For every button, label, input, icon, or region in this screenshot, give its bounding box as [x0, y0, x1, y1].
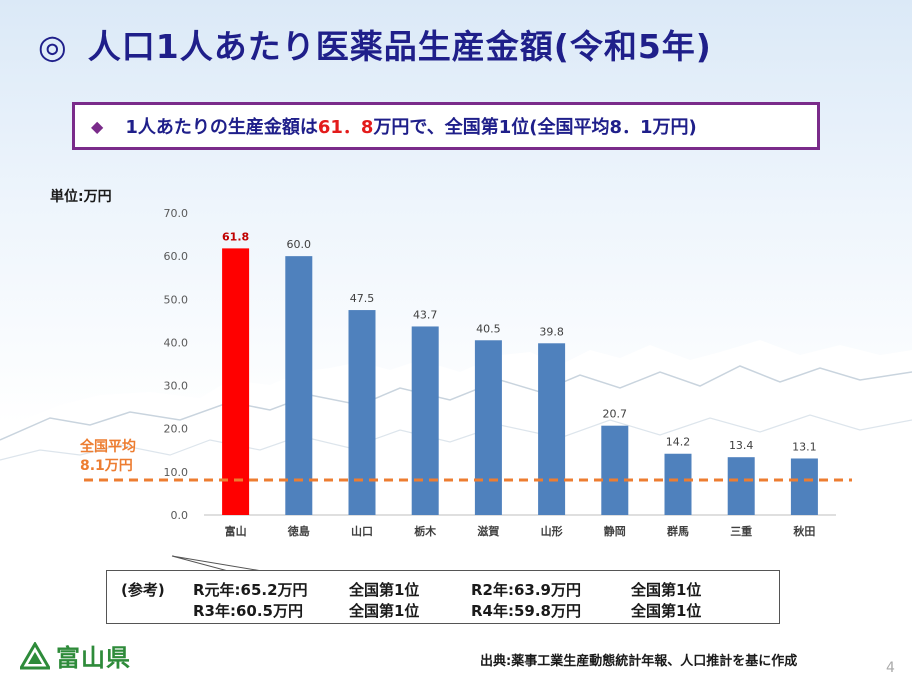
bar	[538, 343, 566, 515]
highlight-text-after: 万円で、全国第1位(全国平均8．1万円)	[373, 117, 697, 138]
highlight-text-before: 1人あたりの生産金額は	[125, 117, 318, 138]
bar	[222, 248, 250, 515]
bar-value-label: 47.5	[350, 292, 375, 305]
reference-r4: R4年:59.8万円	[471, 602, 581, 620]
logo-text: 富山県	[56, 644, 131, 672]
y-tick-label: 10.0	[164, 466, 189, 479]
y-tick-label: 0.0	[171, 509, 189, 522]
average-label-line2: 8.1万円	[80, 458, 133, 474]
prefecture-logo: 富山県	[20, 638, 131, 673]
x-tick-label: 山口	[351, 524, 373, 538]
y-tick-label: 60.0	[164, 250, 189, 263]
reference-r1: R元年:65.2万円	[193, 581, 308, 599]
y-tick-label: 70.0	[164, 207, 189, 220]
bar	[474, 340, 502, 515]
reference-r1-rank: 全国第1位	[349, 581, 420, 599]
x-tick-label: 静岡	[604, 524, 626, 538]
mountain-logo-icon	[20, 641, 50, 669]
y-tick-label: 30.0	[164, 380, 189, 393]
bar-value-label: 13.1	[792, 440, 817, 453]
bar-value-label: 40.5	[476, 322, 501, 335]
bar	[790, 458, 818, 515]
title-text: 人口1人あたり医薬品生産金額(令和5年)	[87, 27, 712, 66]
reference-r2-rank: 全国第1位	[631, 581, 702, 599]
bar-value-label: 14.2	[666, 436, 691, 449]
reference-r4-rank: 全国第1位	[631, 602, 702, 620]
bar-value-label: 60.0	[287, 238, 312, 251]
y-tick-label: 50.0	[164, 293, 189, 306]
x-tick-label: 山形	[541, 524, 563, 538]
bar-value-label: 20.7	[603, 408, 628, 421]
x-tick-label: 三重	[730, 524, 752, 538]
reference-r2: R2年:63.9万円	[471, 581, 581, 599]
x-tick-label: 栃木	[414, 524, 437, 538]
bar	[285, 256, 313, 515]
reference-label: (参考)	[121, 581, 165, 599]
bar-value-label: 43.7	[413, 308, 438, 321]
bar	[664, 453, 692, 515]
bar	[411, 326, 439, 515]
highlight-value: 61．8	[317, 117, 374, 138]
highlight-box: ◆ 1人あたりの生産金額は 61．8 万円で、全国第1位(全国平均8．1万円)	[72, 102, 820, 150]
x-tick-label: 富山	[225, 524, 247, 538]
x-tick-label: 群馬	[666, 524, 689, 538]
bar-value-label: 13.4	[729, 439, 754, 452]
average-label-line1: 全国平均	[80, 439, 136, 455]
diamond-bullet-icon: ◆	[91, 116, 104, 136]
reference-r3-rank: 全国第1位	[349, 602, 420, 620]
average-label: 全国平均 8.1万円	[80, 438, 136, 476]
y-tick-label: 20.0	[164, 423, 189, 436]
x-tick-label: 滋賀	[477, 524, 499, 538]
page-number: 4	[886, 660, 895, 676]
bar	[601, 425, 629, 515]
bar-value-label: 61.8	[222, 230, 249, 243]
source-note: 出典:薬事工業生産動態統計年報、人口推計を基に作成	[480, 654, 798, 669]
reference-r3: R3年:60.5万円	[193, 602, 303, 620]
page-title: ◎ 人口1人あたり医薬品生産金額(令和5年)	[38, 20, 712, 68]
reference-box: (参考) R元年:65.2万円 全国第1位 R2年:63.9万円 全国第1位 R…	[106, 570, 780, 624]
bar-value-label: 39.8	[539, 325, 564, 338]
x-tick-label: 徳島	[287, 524, 310, 538]
unit-label: 単位:万円	[50, 189, 112, 205]
x-tick-label: 秋田	[793, 524, 815, 538]
y-tick-label: 40.0	[164, 336, 189, 349]
title-mark: ◎	[38, 27, 68, 66]
bar	[727, 457, 755, 515]
